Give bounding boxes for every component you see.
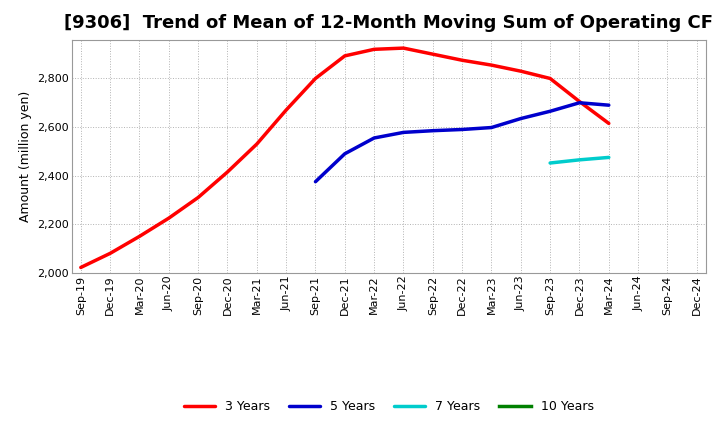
5 Years: [516, 116, 525, 121]
5 Years: [458, 127, 467, 132]
3 Years: [516, 69, 525, 74]
5 Years: [428, 128, 437, 133]
5 Years: [341, 151, 349, 156]
3 Years: [605, 121, 613, 126]
Line: 7 Years: 7 Years: [550, 158, 609, 163]
Legend: 3 Years, 5 Years, 7 Years, 10 Years: 3 Years, 5 Years, 7 Years, 10 Years: [184, 400, 593, 413]
3 Years: [311, 76, 320, 81]
Line: 5 Years: 5 Years: [315, 103, 609, 182]
5 Years: [311, 179, 320, 184]
5 Years: [575, 100, 584, 106]
3 Years: [370, 47, 379, 52]
3 Years: [106, 251, 114, 256]
3 Years: [282, 107, 290, 113]
3 Years: [575, 99, 584, 104]
3 Years: [487, 62, 496, 68]
3 Years: [253, 141, 261, 147]
5 Years: [487, 125, 496, 130]
7 Years: [546, 160, 554, 165]
3 Years: [135, 234, 144, 239]
3 Years: [223, 169, 232, 175]
3 Years: [76, 265, 85, 270]
Line: 3 Years: 3 Years: [81, 48, 609, 268]
7 Years: [605, 155, 613, 160]
3 Years: [164, 216, 173, 221]
3 Years: [194, 195, 202, 200]
5 Years: [399, 130, 408, 135]
3 Years: [546, 76, 554, 81]
5 Years: [605, 103, 613, 108]
Title: [9306]  Trend of Mean of 12-Month Moving Sum of Operating CF: [9306] Trend of Mean of 12-Month Moving …: [64, 15, 714, 33]
3 Years: [428, 51, 437, 57]
5 Years: [546, 109, 554, 114]
3 Years: [458, 58, 467, 63]
7 Years: [575, 157, 584, 162]
5 Years: [370, 136, 379, 141]
3 Years: [341, 53, 349, 59]
Y-axis label: Amount (million yen): Amount (million yen): [19, 91, 32, 222]
3 Years: [399, 45, 408, 51]
